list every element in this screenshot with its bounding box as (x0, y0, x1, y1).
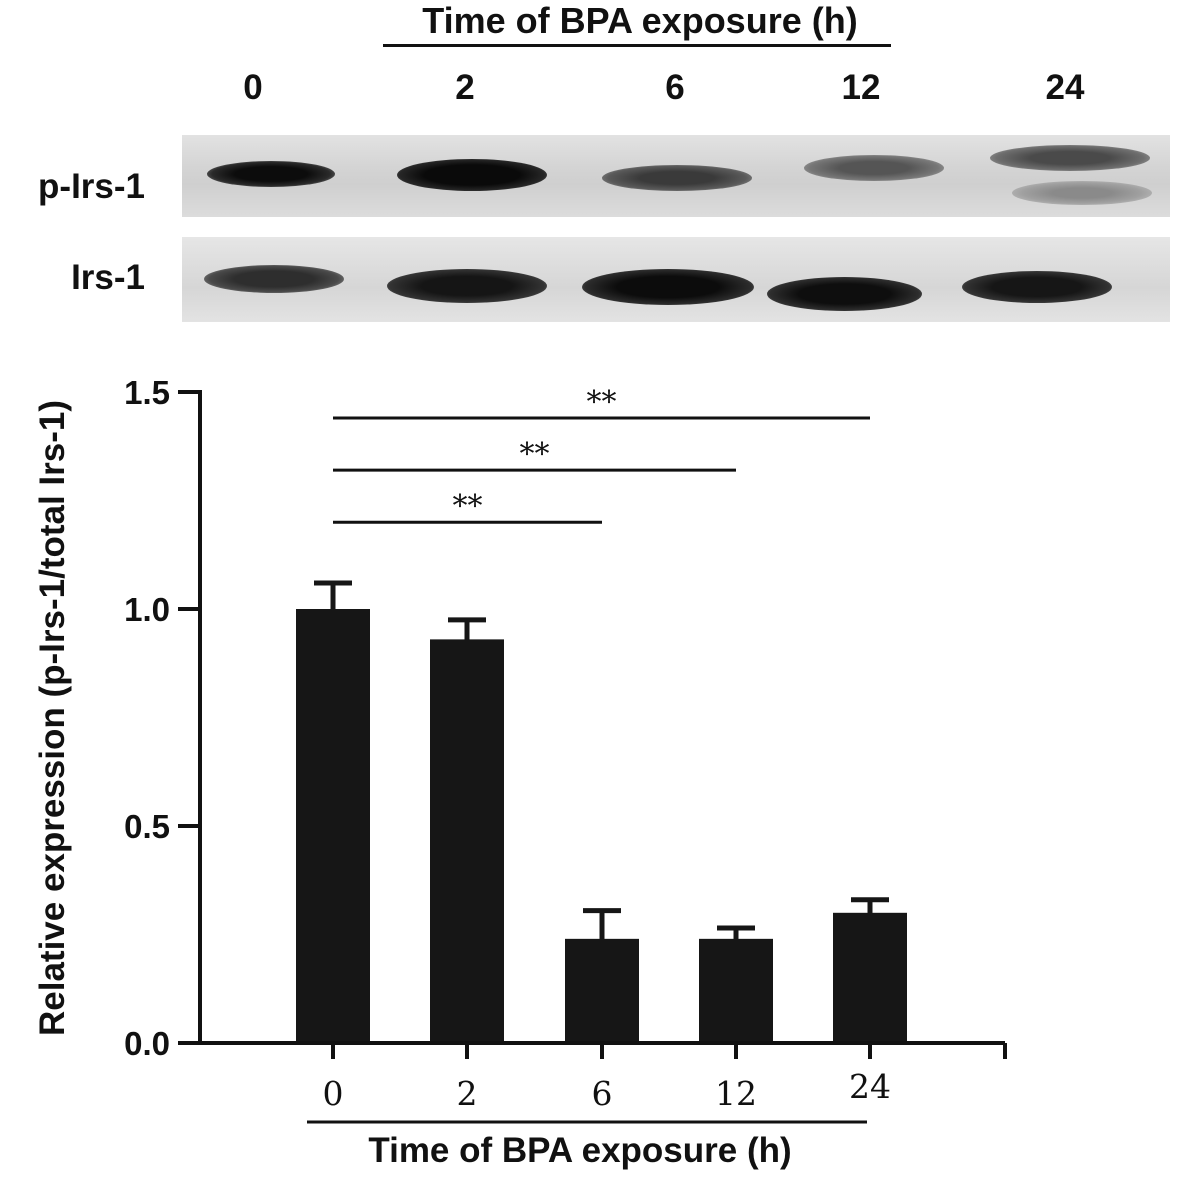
blot-band (204, 265, 344, 293)
lane-label-0: 0 (243, 68, 263, 107)
x-tick-label: 0 (323, 1074, 344, 1113)
y-tick-label: 1.0 (124, 591, 170, 628)
blot-title: Time of BPA exposure (h) (422, 0, 858, 41)
lane-label-24: 24 (1045, 68, 1085, 107)
blot-band (397, 159, 547, 191)
blot-band (1012, 181, 1152, 205)
blot-band (602, 165, 752, 191)
lane-label-6: 6 (665, 68, 685, 107)
y-axis-title: Relative expression (p-Irs-1/total Irs-1… (33, 400, 72, 1036)
bar (565, 938, 639, 1043)
blot-strip-p-irs1 (182, 135, 1170, 217)
x-tick-label: 2 (457, 1074, 478, 1113)
row-label-p-irs1: p-Irs-1 (38, 167, 145, 206)
blot-band (582, 269, 754, 305)
blot-band (207, 161, 335, 187)
lane-label-2: 2 (455, 68, 475, 107)
blot-band (387, 269, 547, 303)
blot-band (804, 155, 944, 181)
blot-title-rule (383, 44, 891, 47)
significance-label: ** (587, 385, 617, 420)
bar (430, 639, 504, 1043)
y-tick-label: 0.0 (124, 1025, 170, 1062)
bar (833, 912, 907, 1043)
x-axis-title: Time of BPA exposure (h) (368, 1131, 791, 1170)
significance-label: ** (453, 489, 483, 524)
y-tick-label: 1.5 (124, 374, 170, 411)
bar (296, 609, 370, 1043)
significance-label: ** (520, 437, 550, 472)
blot-band (990, 145, 1150, 171)
y-tick-label: 0.5 (124, 808, 170, 845)
x-tick-label: 12 (715, 1074, 757, 1113)
blot-strip-irs1 (182, 237, 1170, 322)
lane-label-12: 12 (841, 68, 881, 107)
x-tick-label: 6 (592, 1074, 613, 1113)
x-tick-label: 24 (849, 1067, 891, 1106)
bar (699, 938, 773, 1043)
blot-band (962, 271, 1112, 303)
blot-band (767, 277, 922, 311)
row-label-irs1: Irs-1 (71, 258, 145, 297)
